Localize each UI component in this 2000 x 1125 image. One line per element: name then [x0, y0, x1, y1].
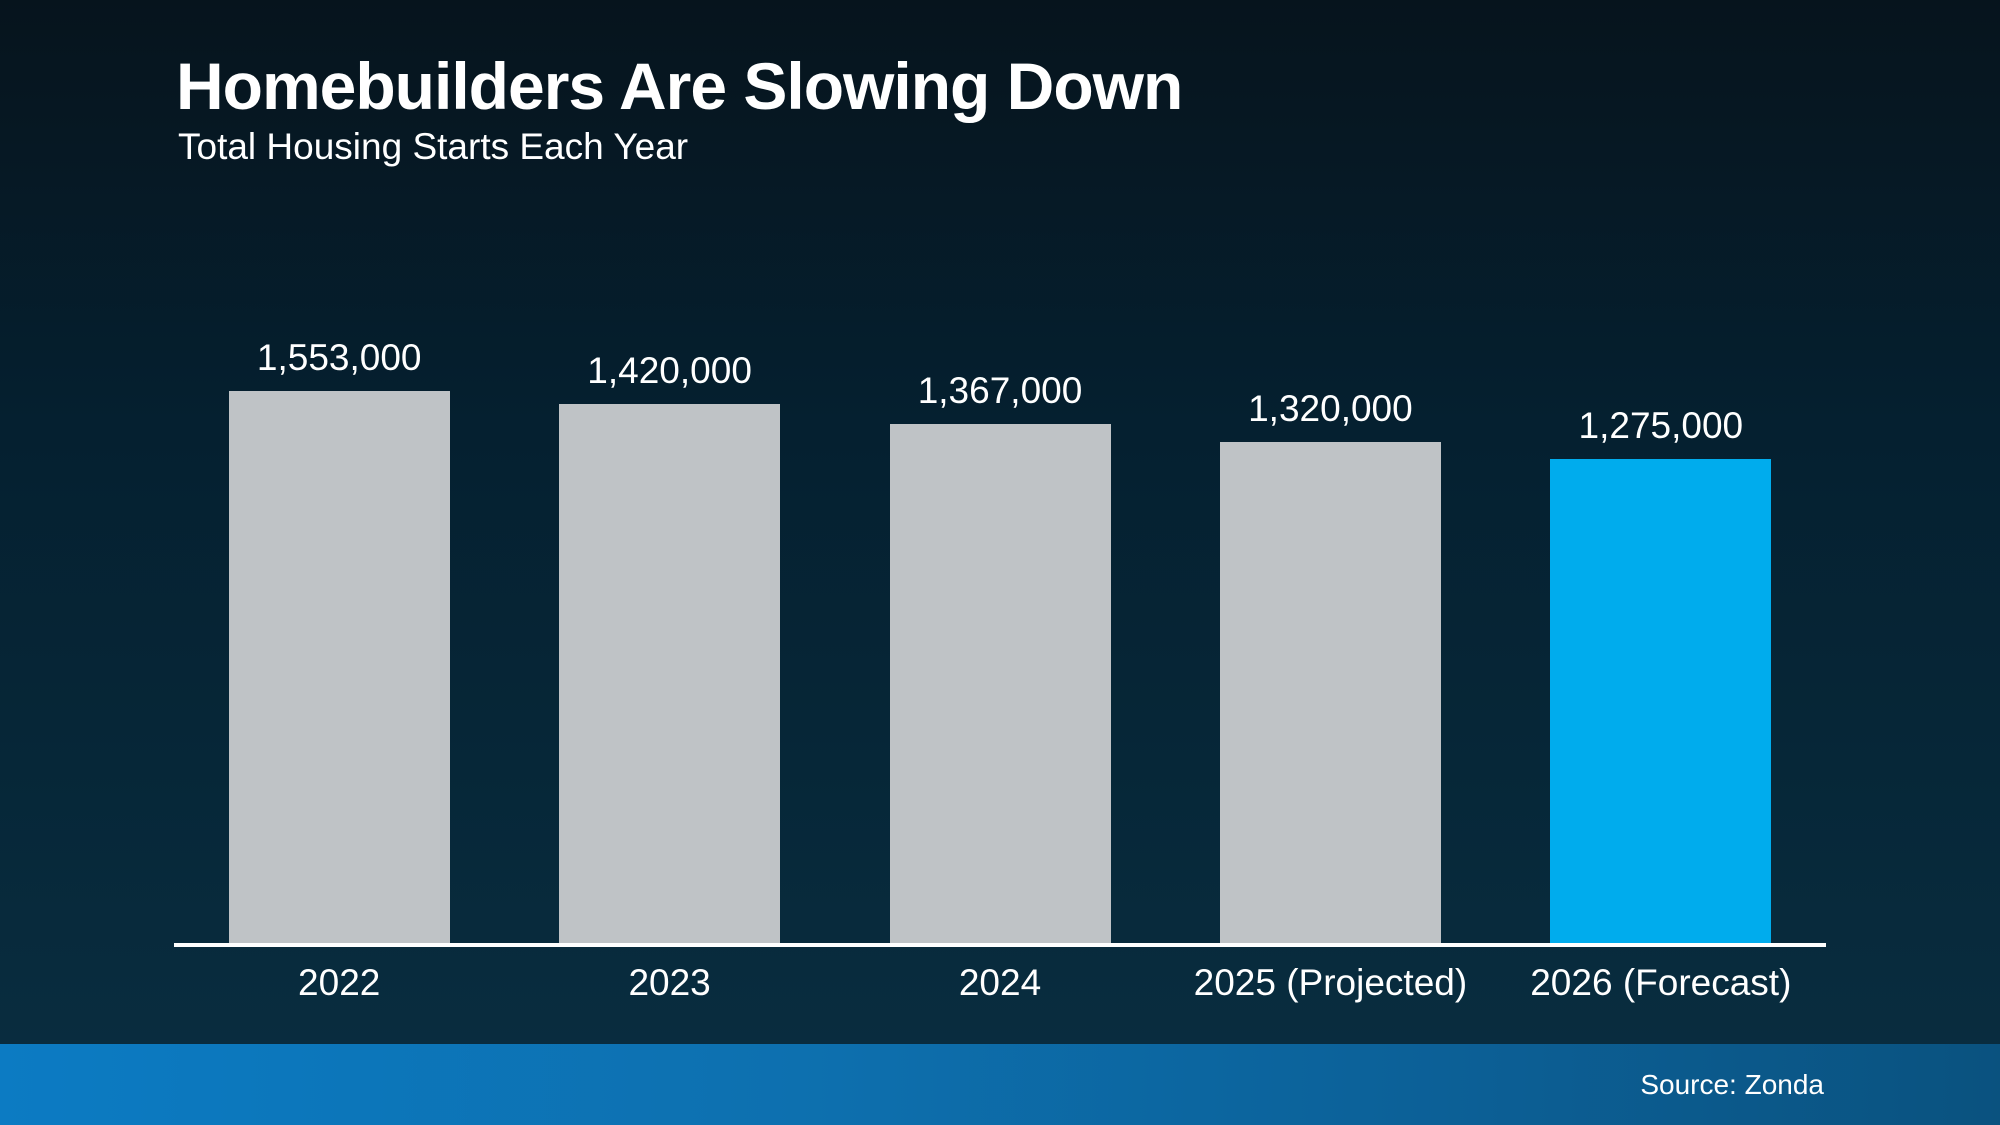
bar — [889, 424, 1111, 943]
bar-category-label: 2023 — [628, 962, 711, 1003]
plot-area: 1,553,000 1,420,000 1,367,000 1,320,000 1,27… — [174, 336, 1826, 943]
bar — [1219, 442, 1441, 943]
bar-category-label: 2026 (Forecast) — [1530, 962, 1792, 1003]
bar-value-label: 1,420,000 — [587, 350, 752, 392]
bar-value-label: 1,320,000 — [1248, 388, 1413, 430]
bar-group: 1,275,000 — [1496, 336, 1826, 943]
bar-group: 1,420,000 — [504, 336, 834, 943]
x-axis-line — [174, 943, 1826, 947]
bar-group: 1,553,000 — [174, 336, 504, 943]
chart-subtitle: Total Housing Starts Each Year — [178, 126, 689, 167]
chart-title: Homebuilders Are Slowing Down — [176, 49, 1183, 123]
bar-value-label: 1,275,000 — [1578, 405, 1744, 447]
bar-highlighted — [1550, 459, 1772, 943]
bar-group: 1,367,000 — [835, 336, 1165, 943]
bar — [228, 391, 450, 943]
source-label: Source: Zonda — [1640, 1068, 1824, 1100]
bar-category-label: 2025 (Projected) — [1193, 962, 1468, 1003]
bar-group: 1,320,000 — [1165, 336, 1495, 943]
bar-category-label: 2022 — [298, 962, 381, 1003]
x-labels-row: 2022 2023 2024 2025 (Projected) 2026 (Foreca… — [174, 962, 1826, 1004]
bar-value-label: 1,367,000 — [917, 370, 1083, 412]
bar — [559, 404, 781, 943]
bar-value-label: 1,553,000 — [256, 337, 422, 378]
bar-category-label: 2024 — [958, 962, 1042, 1003]
footer-bar: Source: Zonda — [0, 1044, 2000, 1125]
